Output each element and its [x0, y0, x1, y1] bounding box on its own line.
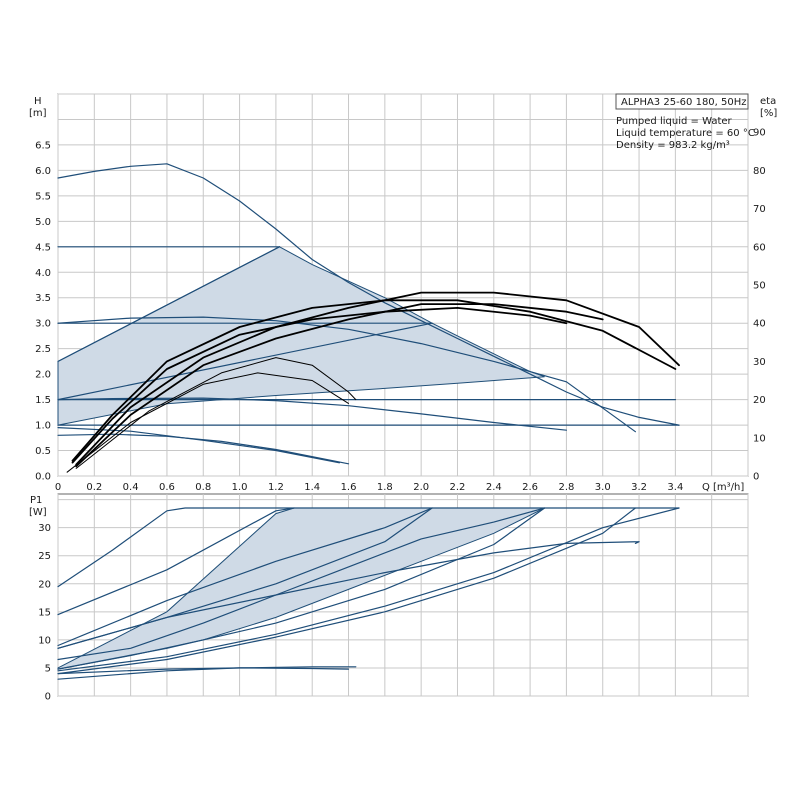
head-y2-tick-label: 0 — [753, 472, 759, 483]
head-y-tick-label: 2.0 — [35, 370, 51, 381]
head-y-tick-label: 1.5 — [35, 395, 51, 406]
head-x-tick-label: 1.6 — [341, 482, 357, 493]
power-series-power-low-c — [57, 507, 637, 675]
head-x-tick-label: 1.4 — [304, 482, 320, 493]
head-panel: 0 0.2 0.4 0.6 0.8 1.0 1.2 1.4 1.6 1.8 2.0 2.2 2.4 2.6… — [29, 93, 777, 493]
head-y-tick-label: 3.0 — [35, 319, 51, 330]
head-x-tick-label: 1.0 — [232, 482, 248, 493]
head-x-tick-label: 2.8 — [558, 482, 574, 493]
power-series-max-power — [57, 507, 680, 588]
head-series-efficiency-3 — [75, 291, 680, 466]
head-y-tick-label: 6.0 — [35, 166, 51, 177]
head-y-tick-labels: 0.0 0.5 1.0 1.5 2.0 2.5 3.0 3.5 4.0 4.5 5.0 5.5 6.0 6… — [35, 140, 51, 482]
head-x-tick-label: 0.4 — [123, 482, 139, 493]
head-y2-tick-label: 20 — [753, 395, 766, 406]
head-series-prop-pressure-high — [57, 246, 281, 362]
info-line-pumped-liquid: Pumped liquid = Water — [616, 116, 733, 127]
head-y2-tick-label: 50 — [753, 281, 766, 292]
head-x-tick-label: 2.4 — [486, 482, 502, 493]
head-x-tick-label: 2.0 — [413, 482, 429, 493]
power-y-tick-label: 20 — [38, 579, 51, 590]
head-x-tick-labels: 0 0.2 0.4 0.6 0.8 1.0 1.2 1.4 1.6 1.8 2.0 2.2 2.4 2.6… — [55, 482, 684, 493]
head-y2-tick-label: 90 — [753, 128, 766, 139]
power-y-tick-label: 5 — [45, 663, 51, 674]
head-y2-tick-label: 80 — [753, 166, 766, 177]
head-y2-tick-label: 60 — [753, 242, 766, 253]
head-series-curve-low-2 — [57, 427, 340, 464]
power-series-power-min-b — [57, 667, 350, 675]
head-y-axis-label: H — [34, 96, 42, 107]
power-series-group — [57, 507, 680, 680]
head-x-tick-label: 0.8 — [195, 482, 211, 493]
power-y-tick-label: 15 — [38, 607, 51, 618]
head-y-tick-label: 5.5 — [35, 191, 51, 202]
head-series-prop-pressure-mid — [57, 322, 433, 401]
head-x-tick-label: 0 — [55, 482, 61, 493]
power-series-power-low-a — [57, 507, 546, 670]
power-y-tick-label: 0 — [45, 692, 51, 703]
info-line-density: Density = 983.2 kg/m³ — [616, 140, 730, 151]
head-y2-tick-label: 30 — [753, 357, 766, 368]
head-y-tick-label: 4.5 — [35, 242, 51, 253]
head-series-efficiency-5 — [75, 357, 357, 469]
head-x-axis-label: Q — [702, 482, 710, 493]
head-y-tick-label: 4.0 — [35, 268, 51, 279]
head-series-efficiency-4 — [75, 303, 604, 468]
power-y-axis-unit: [W] — [29, 507, 47, 518]
power-y-tick-label: 10 — [38, 635, 51, 646]
head-x-tick-label: 2.2 — [450, 482, 466, 493]
head-series-curve-3m — [57, 316, 637, 433]
head-x-tick-label: 1.8 — [377, 482, 393, 493]
power-series-power-low-b — [57, 507, 680, 672]
model-label-box — [615, 93, 749, 110]
power-y-axis-label: P1 — [30, 495, 42, 506]
head-x-tick-label: 0.6 — [159, 482, 175, 493]
head-y2-tick-labels: 0 10 20 30 40 50 60 70 80 90 — [753, 128, 766, 483]
head-y-tick-label: 0.5 — [35, 446, 51, 457]
power-y-tick-label: 25 — [38, 551, 51, 562]
head-x-tick-label: 3.2 — [631, 482, 647, 493]
power-series-power-1.5m — [57, 507, 546, 661]
head-x-tick-label: 2.6 — [522, 482, 538, 493]
head-y-tick-label: 3.5 — [35, 293, 51, 304]
head-x-tick-label: 1.2 — [268, 482, 284, 493]
head-series-efficiency-1 — [71, 299, 677, 462]
head-x-tick-label: 3.4 — [667, 482, 683, 493]
power-y-tick-labels: 0 5 10 15 20 25 30 — [38, 523, 51, 702]
head-y-tick-label: 5.0 — [35, 217, 51, 228]
head-y-tick-label: 2.5 — [35, 344, 51, 355]
head-y2-tick-label: 10 — [753, 433, 766, 444]
head-y2-tick-label: 70 — [753, 204, 766, 215]
head-y-tick-label: 0.0 — [35, 472, 51, 483]
head-y-tick-label: 6.5 — [35, 140, 51, 151]
info-line-liquid-temperature: Liquid temperature = 60 °C — [616, 128, 755, 139]
head-y2-axis-label: eta — [760, 96, 776, 107]
power-panel: 0 5 10 15 20 25 30 P1 [W] — [29, 493, 749, 703]
model-label: ALPHA3 25-60 180, 50Hz — [621, 97, 747, 108]
head-y-tick-label: 1.0 — [35, 421, 51, 432]
head-series-group — [57, 163, 680, 473]
head-y2-axis-unit: [%] — [760, 108, 777, 119]
head-series-efficiency-2 — [71, 306, 568, 464]
head-series-curve-1.5m — [57, 397, 568, 431]
power-series-power-3m — [57, 507, 295, 616]
power-y-tick-label: 30 — [38, 523, 51, 534]
head-series-max-curve — [57, 163, 680, 426]
power-series-power-3m-curve — [57, 541, 640, 649]
head-y2-tick-label: 40 — [753, 319, 766, 330]
head-y-axis-unit: [m] — [29, 108, 47, 119]
head-x-tick-label: 3.0 — [595, 482, 611, 493]
head-series-efficiency-6 — [66, 372, 349, 473]
head-x-axis-unit: [m³/h] — [713, 482, 744, 493]
power-series-power-mid-1 — [57, 507, 433, 647]
head-x-tick-label: 0.2 — [86, 482, 102, 493]
